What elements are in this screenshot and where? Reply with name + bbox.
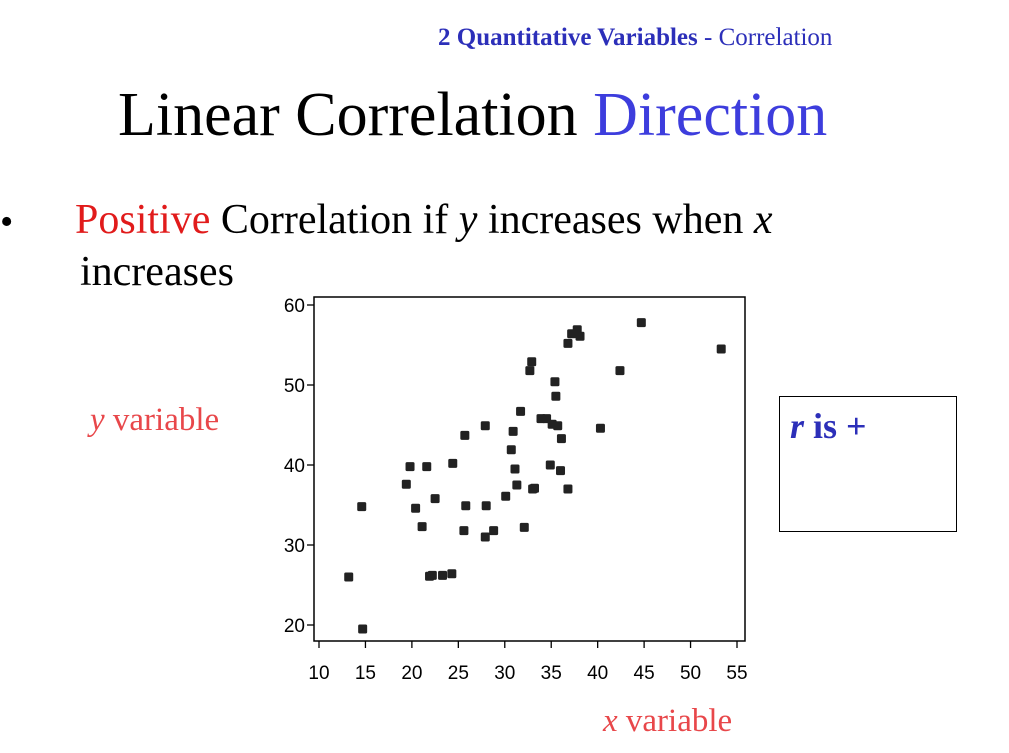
data-point xyxy=(550,377,560,387)
data-point xyxy=(461,501,471,511)
data-point xyxy=(460,430,470,440)
y-var-word: variable xyxy=(104,402,220,438)
data-point xyxy=(563,484,573,494)
data-point xyxy=(525,366,535,376)
bullet-line-1: Positive Correlation if y increases when… xyxy=(75,192,773,248)
r-sign-text: r is + xyxy=(790,405,867,447)
data-point xyxy=(519,522,529,532)
bullet-line-2: increases xyxy=(80,249,234,295)
data-point xyxy=(575,331,585,341)
data-point xyxy=(358,624,368,634)
x-var-word: variable xyxy=(617,703,733,739)
data-point xyxy=(545,460,555,470)
data-point xyxy=(401,479,411,489)
bullet-text-a: Correlation if xyxy=(210,197,459,243)
data-point xyxy=(506,445,516,455)
topic-header: 2 Quantitative Variables - Correlation xyxy=(438,24,832,52)
y-tick-label: 20 xyxy=(284,616,305,637)
data-point xyxy=(510,464,520,474)
x-tick-label: 20 xyxy=(401,663,422,684)
data-point xyxy=(556,466,566,476)
r-symbol: r xyxy=(790,406,805,446)
page-title: Linear Correlation Direction xyxy=(118,80,827,151)
bullet-symbol: • xyxy=(0,201,14,243)
topic-bold: 2 Quantitative Variables xyxy=(438,24,698,51)
bullet-positive: Positive xyxy=(75,197,211,243)
data-point xyxy=(563,338,573,348)
data-point xyxy=(459,526,469,536)
data-point xyxy=(716,344,726,354)
y-tick-label: 30 xyxy=(284,536,305,557)
x-tick-label: 50 xyxy=(680,663,701,684)
data-point xyxy=(508,426,518,436)
x-tick-label: 15 xyxy=(355,663,376,684)
x-tick-label: 35 xyxy=(541,663,562,684)
y-variable-label: y variable xyxy=(90,402,219,439)
data-point xyxy=(430,494,440,504)
y-var-symbol: y xyxy=(90,402,105,438)
data-point xyxy=(438,570,448,580)
y-tick-label: 50 xyxy=(284,376,305,397)
data-point xyxy=(553,421,563,431)
plot-frame xyxy=(313,296,746,642)
y-tick-label: 60 xyxy=(284,296,305,317)
y-tick-label: 40 xyxy=(284,456,305,477)
data-point xyxy=(427,570,437,580)
data-point xyxy=(512,480,522,490)
data-point xyxy=(489,526,499,536)
bullet-text-b: increases when xyxy=(477,197,754,243)
data-point xyxy=(530,483,540,493)
x-var-symbol: x xyxy=(603,703,618,739)
data-point xyxy=(422,462,432,472)
x-tick-label: 40 xyxy=(587,663,608,684)
data-point xyxy=(636,318,646,328)
title-main: Linear Correlation xyxy=(118,81,578,149)
data-point xyxy=(516,406,526,416)
title-accent: Direction xyxy=(593,81,828,149)
data-point xyxy=(357,502,367,512)
x-tick-label: 30 xyxy=(494,663,515,684)
r-sign-box: r is + xyxy=(779,396,957,532)
x-tick-label: 55 xyxy=(726,663,747,684)
data-point xyxy=(595,423,605,433)
data-point xyxy=(448,458,458,468)
data-point xyxy=(405,462,415,472)
data-point xyxy=(411,503,421,513)
data-point xyxy=(417,522,427,532)
r-sign: is + xyxy=(804,406,867,446)
data-point xyxy=(615,366,625,376)
bullet-var-x: x xyxy=(753,197,773,243)
data-point xyxy=(480,421,490,431)
x-variable-label: x variable xyxy=(603,703,732,740)
data-point xyxy=(481,501,491,511)
data-point xyxy=(527,357,537,367)
x-tick-label: 45 xyxy=(634,663,655,684)
x-tick-label: 25 xyxy=(448,663,469,684)
data-point xyxy=(447,569,457,579)
data-point xyxy=(480,532,490,542)
data-point xyxy=(556,434,566,444)
topic-rest: - Correlation xyxy=(697,24,833,51)
x-tick-label: 10 xyxy=(308,663,329,684)
data-point xyxy=(551,391,561,401)
data-point xyxy=(344,572,354,582)
bullet-var-y: y xyxy=(458,197,478,243)
data-point xyxy=(501,491,511,501)
